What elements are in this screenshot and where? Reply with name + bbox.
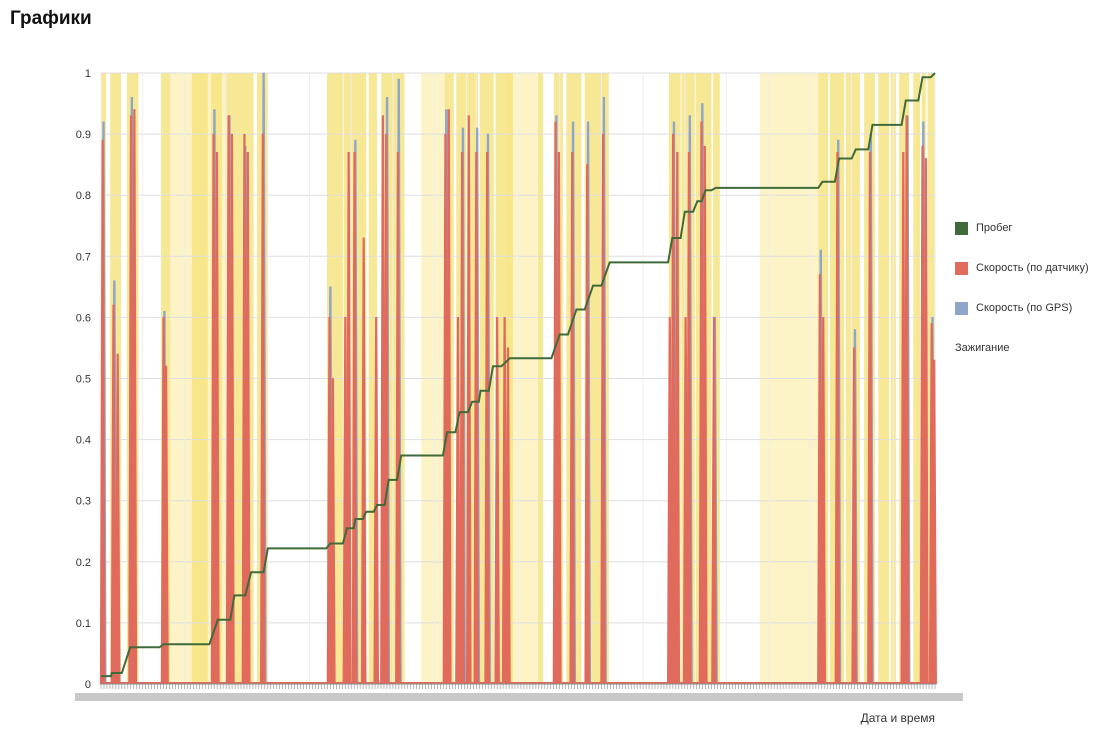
mileage-line — [101, 72, 936, 678]
mileage-series — [101, 72, 936, 678]
legend-swatch-mileage — [955, 221, 968, 235]
legend-label: Скорость (по GPS) — [976, 302, 1073, 314]
y-tick-label: 0.7 — [76, 251, 91, 263]
legend-item-gps-speed[interactable]: Скорость (по GPS) — [955, 288, 1089, 328]
y-tick-label: 0.5 — [76, 374, 91, 386]
y-tick-label: 0.4 — [76, 435, 91, 447]
legend-swatch-sensor-speed — [955, 261, 968, 275]
legend-label: Скорость (по датчику) — [976, 262, 1089, 274]
y-tick-label: 0.8 — [76, 190, 91, 202]
x-axis-title: Дата и время — [861, 711, 935, 725]
legend-swatch-gps-speed — [955, 301, 968, 315]
page-title: Графики — [10, 8, 92, 29]
legend: Пробег Скорость (по датчику) Скорость (п… — [955, 208, 1089, 368]
legend-item-sensor-speed[interactable]: Скорость (по датчику) — [955, 248, 1089, 288]
y-tick-label: 0.1 — [76, 618, 91, 630]
y-tick-label: 1 — [85, 68, 91, 80]
y-tick-label: 0.9 — [76, 129, 91, 141]
x-tick-label-strip — [75, 693, 963, 701]
axes: 0 0.1 0.2 0.3 0.4 0.5 0.6 0.7 0.8 0.9 1 — [75, 68, 963, 701]
y-tick-label: 0.6 — [76, 312, 91, 324]
legend-label: Зажигание — [955, 342, 1010, 354]
legend-item-mileage[interactable]: Пробег — [955, 208, 1089, 248]
legend-item-ignition[interactable]: Зажигание — [955, 328, 1089, 368]
y-tick-label: 0.3 — [76, 496, 91, 508]
y-tick-label: 0 — [85, 679, 91, 691]
y-tick-label: 0.2 — [76, 557, 91, 569]
legend-label: Пробег — [976, 222, 1013, 234]
